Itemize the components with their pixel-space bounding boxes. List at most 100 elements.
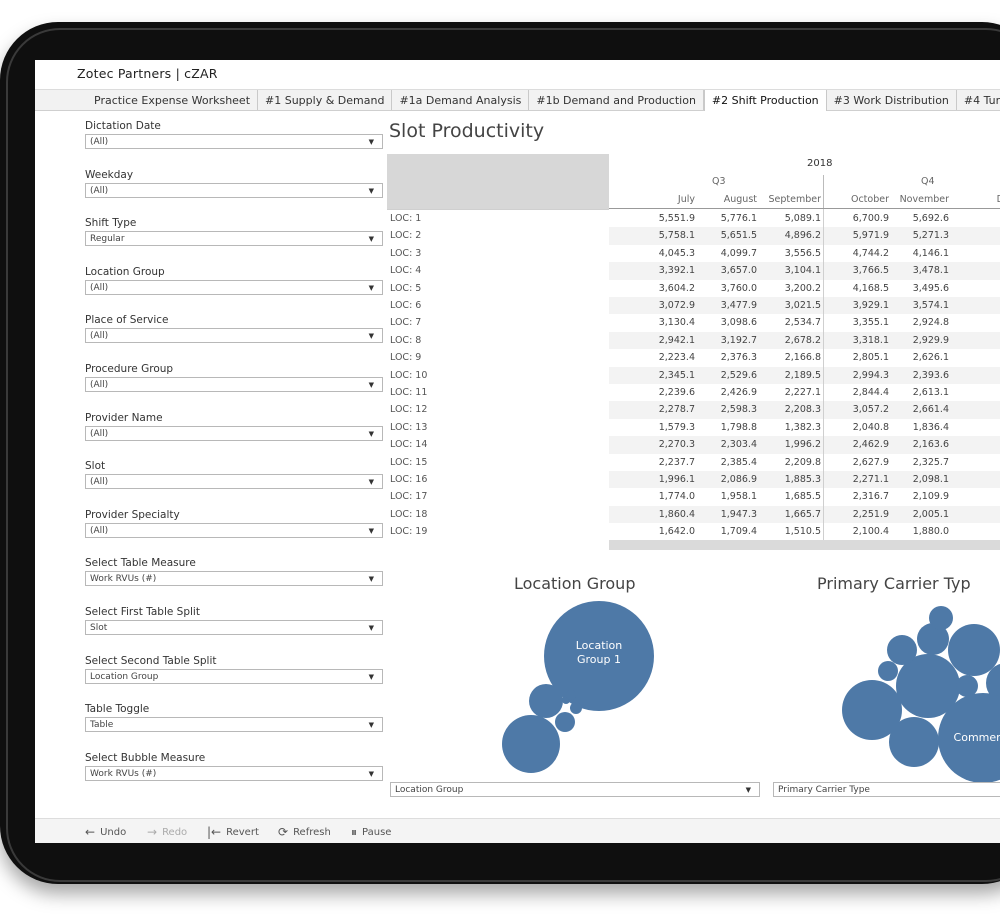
table-toggle-dropdown[interactable]: Table ▼	[85, 717, 383, 733]
weekday-dropdown[interactable]: (All) ▼	[85, 182, 383, 198]
bubble[interactable]	[878, 661, 898, 681]
year-header: 2018	[807, 158, 833, 169]
table-cell: 2,426.9	[720, 387, 757, 398]
table-row: LOC: 18 1,860.4 1,947.3 1,665.7 2,251.9 2,005…	[387, 505, 1000, 524]
bubble-label-line: Location	[575, 639, 623, 652]
bubble[interactable]	[555, 712, 575, 732]
table-cell: 3,929.1	[852, 300, 889, 311]
table-cell: 4,168.5	[852, 282, 889, 294]
table-measure-dropdown[interactable]: Work RVUs (#) ▼	[85, 571, 383, 587]
table-row: LOC: 5 3,604.2 3,760.0 3,200.2 4,168.5 3,495.…	[387, 280, 1000, 297]
pause-icon: ⏸	[351, 825, 358, 839]
bubble[interactable]	[570, 702, 582, 714]
table-cell: 1,996.2	[784, 439, 821, 451]
shift-type-dropdown[interactable]: Regular ▼	[85, 231, 383, 247]
revert-button[interactable]: |← Revert	[207, 825, 259, 839]
table-cell: 2	[995, 384, 1000, 401]
tab-demand-and-production[interactable]: #1b Demand and Production	[529, 90, 704, 110]
month-header: July	[677, 194, 695, 205]
dropdown-arrow-icon: ▼	[368, 623, 374, 632]
bubble[interactable]	[502, 715, 560, 773]
table-cell: 5,971.9	[852, 230, 889, 242]
month-header: Dec	[953, 194, 1000, 205]
table-cell: 1,382.3	[784, 421, 821, 433]
primary-carrier-bubble-selector[interactable]: Primary Carrier Type	[773, 782, 1000, 797]
table-row: LOC: 17 1,774.0 1,958.1 1,685.5 2,316.7 2,109…	[387, 488, 1000, 505]
table-cell: 3,657.0	[720, 265, 757, 277]
tab-practice-expense-worksheet[interactable]: Practice Expense Worksheet	[87, 90, 259, 110]
row-label: LOC: 12	[390, 404, 428, 416]
table-row: LOC: 8 2,942.1 3,192.7 2,678.2 3,318.1 2,929.…	[387, 331, 1000, 350]
row-label: LOC: 6	[390, 300, 422, 311]
refresh-button[interactable]: ⟳ Refresh	[278, 825, 331, 839]
bubble[interactable]	[562, 696, 570, 704]
dropdown-arrow-icon: ▼	[368, 721, 374, 730]
bubble-label-line: Group 1	[577, 653, 621, 666]
filter-label: Select Second Table Split	[85, 654, 217, 667]
undo-button[interactable]: ← Undo	[85, 825, 126, 839]
second-table-split-dropdown[interactable]: Location Group ▼	[85, 668, 383, 684]
table-cell: 1	[995, 523, 1000, 540]
table-cell: 5	[995, 227, 1000, 244]
bubble-measure-dropdown[interactable]: Work RVUs (#) ▼	[85, 765, 383, 781]
dropdown-value: (All)	[90, 379, 109, 390]
row-background	[609, 297, 1000, 315]
bubble-location-group-1[interactable]	[544, 601, 654, 711]
provider-specialty-dropdown[interactable]: (All) ▼	[85, 522, 383, 538]
horizontal-scrollbar[interactable]	[609, 540, 1000, 550]
table-cell: 2,271.1	[852, 474, 889, 485]
bubble[interactable]	[956, 675, 978, 697]
bubble[interactable]	[566, 690, 576, 700]
table-cell: 2,270.3	[658, 439, 695, 451]
table-cell: 4,146.1	[912, 247, 949, 259]
provider-name-dropdown[interactable]: (All) ▼	[85, 425, 383, 441]
tab-supply-demand[interactable]: #1 Supply & Demand	[258, 90, 393, 110]
table-cell: 1,798.8	[720, 421, 757, 433]
dropdown-value: Location Group	[90, 671, 159, 682]
table-row: LOC: 2 5,758.1 5,651.5 4,896.2 5,971.9 5,271.…	[387, 227, 1000, 245]
dictation-date-dropdown[interactable]: (All) ▼	[85, 134, 383, 149]
filter-table-measure: Select Table Measure Work RVUs (#) ▼	[85, 555, 383, 604]
table-cell: 6,700.9	[852, 213, 889, 224]
filter-dictation-date: Dictation Date (All) ▼	[85, 118, 383, 167]
bubble[interactable]	[948, 624, 1000, 676]
tab-turn-around[interactable]: #4 Turn Ar	[957, 90, 1000, 110]
table-cell: 3,766.5	[852, 265, 889, 277]
quarter-column-divider	[823, 209, 824, 540]
row-background	[609, 366, 1000, 384]
bubble[interactable]	[887, 635, 917, 665]
bubble[interactable]	[529, 684, 563, 718]
row-label: LOC: 4	[390, 265, 422, 277]
first-table-split-dropdown[interactable]: Slot ▼	[85, 619, 383, 635]
table-cell: 3,057.2	[852, 404, 889, 416]
table-row: LOC: 11 2,239.6 2,426.9 2,227.1 2,844.4 2,613…	[387, 384, 1000, 401]
location-group-bubble-selector[interactable]: Location Group ▼	[390, 782, 760, 797]
tab-demand-analysis[interactable]: #1a Demand Analysis	[392, 90, 530, 110]
month-header: August	[723, 194, 757, 205]
pause-button[interactable]: ⏸ Pause	[351, 825, 391, 840]
filter-label: Select Table Measure	[85, 557, 196, 570]
dropdown-value: Work RVUs (#)	[90, 574, 157, 585]
table-cell: 1,836.4	[912, 421, 949, 433]
place-of-service-dropdown[interactable]: (All) ▼	[85, 328, 383, 344]
redo-arrow-icon: →	[147, 825, 158, 839]
redo-button[interactable]: → Redo	[147, 825, 187, 839]
dropdown-value: (All)	[90, 282, 109, 293]
row-label: LOC: 17	[390, 491, 428, 503]
tab-shift-production[interactable]: #2 Shift Production	[703, 90, 827, 111]
row-label: LOC: 9	[390, 352, 422, 364]
table-cell: 2,100.4	[852, 526, 889, 538]
slot-dropdown[interactable]: (All) ▼	[85, 474, 383, 490]
app-title: Zotec Partners | cZAR	[77, 66, 218, 81]
table-cell: 5,271.3	[912, 230, 949, 242]
procedure-group-dropdown[interactable]: (All) ▼	[85, 376, 383, 392]
tab-work-distribution[interactable]: #3 Work Distribution	[827, 90, 957, 110]
table-title: Slot Productivity	[389, 120, 545, 142]
table-cell: 2,166.8	[784, 352, 821, 364]
table-cell: 3	[995, 280, 1000, 297]
location-group-dropdown[interactable]: (All) ▼	[85, 279, 383, 295]
table-cell: 3,478.1	[912, 265, 949, 277]
bubble[interactable]	[929, 606, 953, 630]
bubble[interactable]	[889, 717, 939, 767]
filter-bubble-measure: Select Bubble Measure Work RVUs (#) ▼	[85, 750, 383, 799]
